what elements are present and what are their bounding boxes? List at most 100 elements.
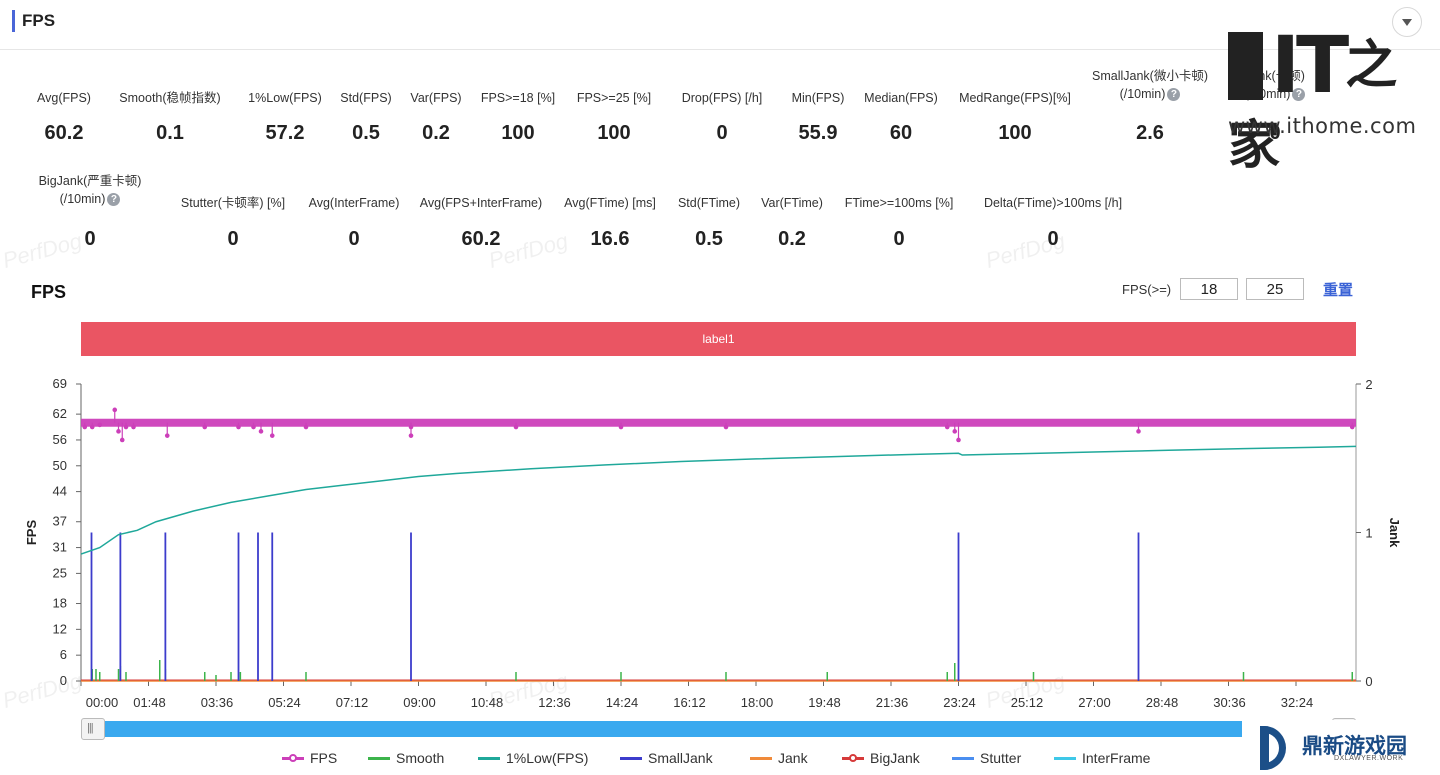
- time-range-slider[interactable]: [81, 718, 1356, 740]
- stat-label: Stutter(卡顿率) [%]: [180, 196, 286, 210]
- stat-label: Avg(FTime) [ms]: [564, 196, 656, 210]
- fps-dip-point: [251, 424, 256, 430]
- stat-min: Min(FPS) 55.9: [733, 89, 903, 144]
- stat-avg: Avg(FTime) [ms] 16.6: [525, 194, 695, 250]
- stat-label: FPS>=18 [%]: [480, 91, 556, 105]
- stat-value: 55.9: [798, 122, 838, 144]
- x-tick-label: 14:24: [606, 695, 639, 710]
- stat-fps>=25%: FPS>=25 [%] 100: [529, 89, 699, 144]
- x-tick-label: 03:36: [201, 695, 234, 710]
- legend-label: FPS: [310, 750, 338, 766]
- stat-value: 57.2: [265, 122, 305, 144]
- legend-swatch: [1054, 757, 1076, 760]
- stat-value: 60: [889, 122, 913, 144]
- legend-label: 1%Low(FPS): [506, 750, 589, 766]
- help-icon[interactable]: ?: [107, 193, 121, 207]
- y-tick-label: 56: [53, 432, 67, 447]
- x-tick-label: 28:48: [1146, 695, 1179, 710]
- stat-value: 0.2: [422, 122, 450, 144]
- reset-button[interactable]: 重置: [1323, 282, 1354, 299]
- stat-avg: Avg(FPS) 60.2: [0, 89, 149, 144]
- y-tick-label: 6: [60, 647, 67, 662]
- fps-dip-point: [952, 429, 958, 434]
- help-icon[interactable]: ?: [1167, 88, 1181, 102]
- x-tick-label: 00:00: [86, 695, 119, 710]
- x-tick-label: 32:24: [1281, 695, 1314, 710]
- legend-label: Jank: [778, 750, 808, 766]
- fps-dip-point: [1136, 429, 1141, 434]
- stat-value: 60.2: [461, 228, 501, 250]
- stat-label: Var(FPS): [410, 91, 462, 105]
- stat-value: 0.2: [778, 228, 806, 250]
- fps-dip-point: [116, 429, 121, 434]
- fps-dip-point: [89, 424, 95, 430]
- y-tick-label: 50: [53, 458, 67, 473]
- stat-label: Drop(FPS) [/h]: [681, 91, 763, 105]
- series-1pct-low-line: [80, 445, 1357, 555]
- stat-value: 100: [501, 122, 535, 144]
- x-tick-label: 01:48: [133, 695, 166, 710]
- stat-label: Min(FPS): [791, 91, 845, 105]
- ithome-logo-mark: IT之家: [1228, 21, 1397, 176]
- fps-dip-point: [408, 433, 414, 438]
- stat-value: 60.2: [44, 122, 84, 144]
- stat-label: BigJank(严重卡顿): [38, 174, 142, 188]
- dxlawyer-logo-cn: 鼎新游戏园: [1302, 735, 1407, 758]
- stat-label: Var(FTime): [761, 196, 823, 210]
- stat-medrange: MedRange(FPS)[%] 100: [930, 89, 1100, 144]
- label-band[interactable]: label1: [81, 322, 1356, 356]
- stat-label-unit: (/10min)?: [5, 190, 175, 208]
- fps-dip-point: [944, 424, 950, 430]
- help-icon[interactable]: ?: [1292, 88, 1306, 102]
- stat-label: Std(FTime): [677, 196, 741, 210]
- stat-value: 0: [227, 228, 239, 250]
- fps-threshold-input-2[interactable]: [1246, 278, 1304, 300]
- x-tick-label: 30:36: [1213, 695, 1246, 710]
- fps-dip-point: [269, 433, 275, 438]
- stat-label: Avg(FPS+InterFrame): [419, 196, 543, 210]
- legend-marker: [849, 754, 857, 762]
- x-tick-label: 12:36: [538, 695, 571, 710]
- dxlawyer-logo: 鼎新游戏园 DXLAWYER.WORK: [1242, 720, 1432, 775]
- stat-label: 1%Low(FPS): [248, 91, 322, 105]
- stat-smooth: Smooth(稳帧指数) 0.1: [85, 89, 255, 144]
- stat-value: 0.5: [695, 228, 723, 250]
- collapse-toggle-button[interactable]: [1392, 7, 1422, 37]
- x-tick-label: 10:48: [471, 695, 504, 710]
- fps-threshold-label: FPS(>=): [1122, 282, 1172, 297]
- stat-std: Std(FTime) 0.5: [624, 194, 794, 250]
- x-tick-label: 25:12: [1011, 695, 1044, 710]
- stat-smalljank: SmallJank(微小卡顿) (/10min)? 2.6: [1065, 67, 1235, 144]
- legend-swatch: [368, 757, 390, 760]
- stat-label: Std(FPS): [340, 91, 392, 105]
- fps-dip-point: [258, 429, 264, 434]
- legend-swatch: [478, 757, 500, 760]
- y-axis-title: FPS: [24, 520, 39, 546]
- stat-fps>=18%: FPS>=18 [%] 100: [433, 89, 603, 144]
- legend-label: Stutter: [980, 750, 1022, 766]
- stat-value: 0: [1047, 228, 1059, 250]
- stat-value: 0: [716, 122, 728, 144]
- y-tick-label: 37: [53, 514, 67, 529]
- slider-track[interactable]: [81, 721, 1356, 737]
- fps-dip-point: [82, 424, 88, 430]
- stat-stutter: Stutter(卡顿率) [%] 0: [148, 194, 318, 250]
- fps-threshold-input-1[interactable]: [1180, 278, 1238, 300]
- dxlawyer-logo-mark: [1260, 726, 1286, 770]
- fps-dip-point: [112, 407, 118, 413]
- stat-avg: Avg(FPS+InterFrame) 60.2: [396, 194, 566, 250]
- slider-handle-left[interactable]: [81, 718, 105, 740]
- stat-label-unit: (/10min)?: [1065, 85, 1235, 103]
- dxlawyer-logo-en: DXLAWYER.WORK: [1334, 755, 1404, 762]
- y-tick-label: 0: [60, 673, 67, 688]
- fps-dip-point: [1349, 424, 1355, 430]
- stat-value: 0.5: [352, 122, 380, 144]
- stat-var: Var(FPS) 0.2: [351, 89, 521, 144]
- y2-axis-title: Jank: [1387, 518, 1402, 548]
- stat-value: 100: [998, 122, 1032, 144]
- stat-label: Avg(FPS): [37, 91, 91, 105]
- y2-tick-label: 2: [1365, 377, 1372, 392]
- legend-swatch: [620, 757, 642, 760]
- y-tick-label: 18: [53, 596, 67, 611]
